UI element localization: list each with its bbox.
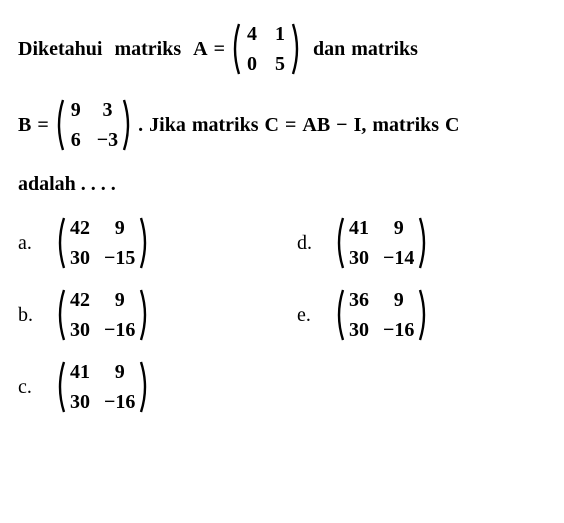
rparen-icon [139,360,151,414]
option-label-d: d. [297,231,319,255]
rparen-icon [122,98,134,152]
d-r1c2: 9 [383,216,414,240]
text-matriks: matriks [114,37,181,61]
option-label-c: c. [18,375,40,399]
option-label-a: a. [18,231,40,255]
lparen-icon [54,360,66,414]
question-line-1: Diketahui matriks A = 4 1 0 5 dan matrik… [18,20,546,78]
rparen-icon [291,22,303,76]
c-r2c2: −16 [104,390,135,414]
option-label-b: b. [18,303,40,327]
rparen-icon [139,288,151,342]
rparen-icon [418,288,430,342]
B-r2c2: −3 [97,128,118,152]
equals-2: = [37,113,48,137]
lparen-icon [54,288,66,342]
matrix-option-a: 42 9 30 −15 [54,214,151,272]
e-r2c1: 30 [349,318,369,342]
text-AB: AB [302,113,330,137]
equals-1: = [214,37,225,61]
B-r2c1: 6 [69,128,83,152]
text-matriks-2: matriks [351,37,418,61]
matrix-option-d: 41 9 30 −14 [333,214,430,272]
e-r1c2: 9 [383,288,414,312]
matrix-option-e: 36 9 30 −16 [333,286,430,344]
text-adalah: adalah . . . . [18,172,116,196]
option-c: c. 41 9 30 −16 [18,358,267,416]
dot: . [138,113,143,137]
option-e: e. 36 9 30 −16 [297,286,546,344]
options-grid: a. 42 9 30 −15 d. 41 9 30 −14 b. [18,214,546,416]
equals-3: = [285,113,296,137]
lparen-icon [229,22,241,76]
text-I: I, [354,113,367,137]
option-b: b. 42 9 30 −16 [18,286,267,344]
question-line-3: adalah . . . . [18,172,546,196]
a-r1c2: 9 [104,216,135,240]
matrix-A: 4 1 0 5 [229,20,303,78]
matrix-B: 9 3 6 −3 [53,96,134,154]
e-r1c1: 36 [349,288,369,312]
var-A: A [193,37,207,61]
A-r2c2: 5 [273,52,287,76]
c-r2c1: 30 [70,390,90,414]
var-B: B [18,113,31,137]
option-a: a. 42 9 30 −15 [18,214,267,272]
d-r1c1: 41 [349,216,369,240]
B-r1c2: 3 [97,98,118,122]
matrix-option-b: 42 9 30 −16 [54,286,151,344]
lparen-icon [54,216,66,270]
e-r2c2: −16 [383,318,414,342]
A-r1c2: 1 [273,22,287,46]
rparen-icon [139,216,151,270]
A-r2c1: 0 [245,52,259,76]
b-r1c2: 9 [104,288,135,312]
d-r2c2: −14 [383,246,414,270]
a-r2c2: −15 [104,246,135,270]
a-r2c1: 30 [70,246,90,270]
lparen-icon [53,98,65,152]
var-C: C [265,113,279,137]
text-matriks-3: matriks [192,113,259,137]
B-r1c1: 9 [69,98,83,122]
var-C-2: C [445,113,459,137]
matrix-option-c: 41 9 30 −16 [54,358,151,416]
text-matriks-4: matriks [372,113,439,137]
option-d: d. 41 9 30 −14 [297,214,546,272]
b-r1c1: 42 [70,288,90,312]
lparen-icon [333,216,345,270]
A-r1c1: 4 [245,22,259,46]
a-r1c1: 42 [70,216,90,240]
c-r1c1: 41 [70,360,90,384]
c-r1c2: 9 [104,360,135,384]
text-dan: dan [313,37,345,61]
d-r2c1: 30 [349,246,369,270]
b-r2c1: 30 [70,318,90,342]
text-diketahui: Diketahui [18,37,102,61]
option-label-e: e. [297,303,319,327]
rparen-icon [418,216,430,270]
lparen-icon [333,288,345,342]
b-r2c2: −16 [104,318,135,342]
text-jika: Jika [149,113,186,137]
minus: − [336,113,347,137]
question-line-2: B = 9 3 6 −3 . Jika matriks C = AB − I, … [18,96,546,154]
